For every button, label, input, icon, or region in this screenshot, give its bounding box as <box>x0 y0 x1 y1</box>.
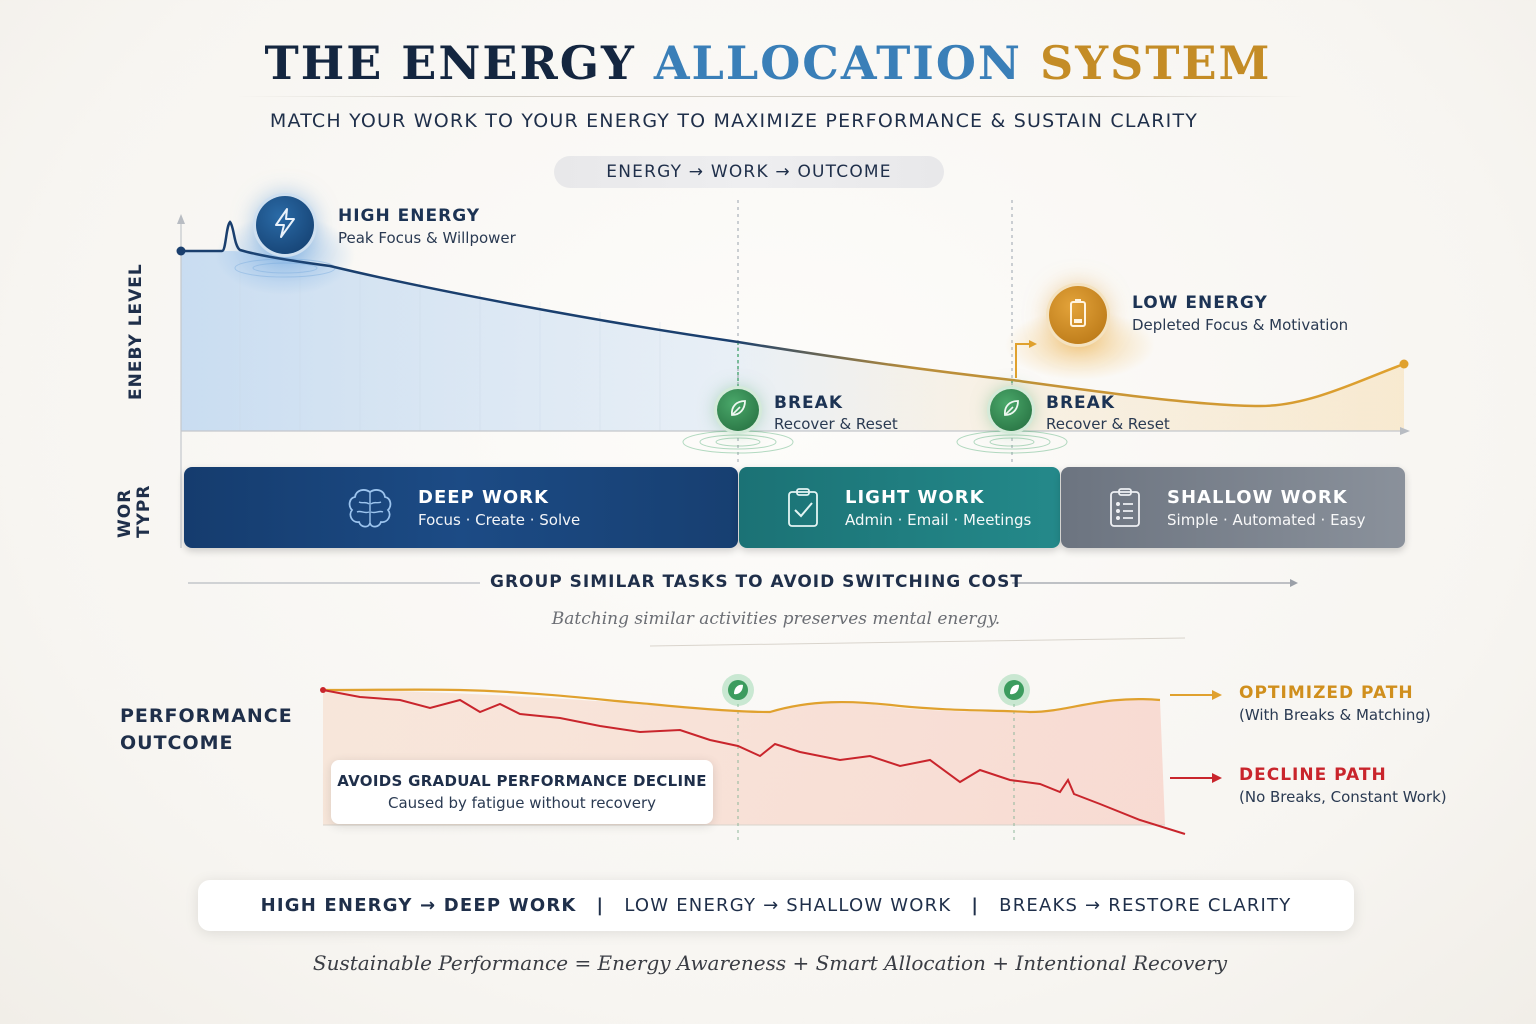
optimized-path-subtitle: (With Breaks & Matching) <box>1239 706 1431 724</box>
break-2-badge <box>990 389 1032 431</box>
title-part-3: SYSTEM <box>1039 36 1272 90</box>
y-axis-arrow <box>177 214 185 224</box>
callout-subtitle: Caused by fatigue without recovery <box>387 794 656 812</box>
low-energy-label: LOW ENERGY Depleted Focus & Motivation <box>1132 293 1348 334</box>
break-2-label: BREAK Recover & Reset <box>1046 393 1170 433</box>
summary-separator-2: | <box>971 895 980 916</box>
callout-title: AVOIDS GRADUAL PERFORMANCE DECLINE <box>337 772 707 790</box>
low-energy-title: LOW ENERGY <box>1132 293 1268 313</box>
work-type-axis-line-1: WOR <box>115 488 135 538</box>
shallow-work-text: SHALLOW WORK Simple · Automated · Easy <box>1167 487 1365 529</box>
break-1-label: BREAK Recover & Reset <box>774 393 898 433</box>
energy-end-point <box>1399 359 1409 369</box>
break-2-title: BREAK <box>1046 393 1115 413</box>
high-energy-badge <box>256 196 314 254</box>
summary-separator-1: | <box>596 895 605 916</box>
deep-work-subtitle: Focus · Create · Solve <box>418 510 581 529</box>
deep-work-bar: DEEP WORK Focus · Create · Solve <box>184 467 738 548</box>
low-energy-badge <box>1049 286 1107 344</box>
perf-top-rule <box>649 637 1186 647</box>
high-energy-title: HIGH ENERGY <box>338 206 481 226</box>
summary-item-low-energy: LOW ENERGY → SHALLOW WORK <box>624 895 952 916</box>
title-part-2: ALLOCATION <box>653 36 1022 90</box>
break-1-title: BREAK <box>774 393 843 413</box>
formula-footer: Sustainable Performance = Energy Awarene… <box>312 951 1228 975</box>
optimized-path-line <box>322 688 1161 714</box>
work-type-axis-line-2: TYPR <box>134 484 154 538</box>
work-type-axis-label: WOR TYPR <box>115 484 154 538</box>
title-part-1: THE ENERGY <box>264 36 636 90</box>
performance-outcome-label: PERFORMANCE OUTCOME <box>120 703 293 757</box>
light-work-bar: LIGHT WORK Admin · Email · Meetings <box>739 467 1060 548</box>
energy-level-axis-label: ENEBY LEVEL <box>126 263 146 400</box>
decline-callout: AVOIDS GRADUAL PERFORMANCE DECLINE Cause… <box>331 760 713 824</box>
x-axis-arrow <box>1400 427 1410 435</box>
light-work-text: LIGHT WORK Admin · Email · Meetings <box>845 487 1031 529</box>
summary-item-high-energy: HIGH ENERGY → DEEP WORK <box>260 895 577 916</box>
shallow-work-bar: SHALLOW WORK Simple · Automated · Easy <box>1061 467 1405 548</box>
page-title: THE ENERGY ALLOCATION SYSTEM <box>0 36 1536 90</box>
energy-curve <box>181 220 1405 408</box>
deep-work-title: DEEP WORK <box>418 486 549 508</box>
summary-item-breaks: BREAKS → RESTORE CLARITY <box>999 895 1292 916</box>
deep-work-text: DEEP WORK Focus · Create · Solve <box>418 487 580 529</box>
break-1-badge <box>717 389 759 431</box>
battery-low-icon <box>1066 297 1090 333</box>
energy-start-point <box>176 246 186 256</box>
leaf-icon <box>1000 397 1022 423</box>
break-1-subtitle: Recover & Reset <box>774 415 898 433</box>
low-energy-subtitle: Depleted Focus & Motivation <box>1132 316 1349 334</box>
performance-label-line-2: OUTCOME <box>120 732 234 754</box>
decline-path-title: DECLINE PATH <box>1239 765 1387 785</box>
chart-grid <box>239 260 661 431</box>
decline-path-subtitle: (No Breaks, Constant Work) <box>1239 788 1447 806</box>
brain-icon <box>340 486 400 530</box>
clipboard-check-icon <box>773 486 833 530</box>
leaf-icon <box>727 397 749 423</box>
summary-bar: HIGH ENERGY → DEEP WORK | LOW ENERGY → S… <box>198 880 1354 931</box>
shallow-work-subtitle: Simple · Automated · Easy <box>1167 510 1366 529</box>
group-similar-tasks-note: GROUP SIMILAR TASKS TO AVOID SWITCHING C… <box>490 572 1023 592</box>
optimized-path-legend: OPTIMIZED PATH (With Breaks & Matching) <box>1239 683 1431 724</box>
decline-path-line <box>322 689 1186 835</box>
batching-note: Batching similar activities preserves me… <box>551 609 1001 629</box>
high-energy-subtitle: Peak Focus & Willpower <box>338 229 516 247</box>
title-divider <box>236 96 1304 97</box>
decline-path-legend: DECLINE PATH (No Breaks, Constant Work) <box>1239 765 1447 806</box>
checklist-icon <box>1095 486 1155 530</box>
light-work-subtitle: Admin · Email · Meetings <box>845 510 1032 529</box>
high-energy-label: HIGH ENERGY Peak Focus & Willpower <box>338 206 516 247</box>
shallow-work-title: SHALLOW WORK <box>1167 486 1348 508</box>
light-work-title: LIGHT WORK <box>845 486 985 508</box>
page-subtitle: MATCH YOUR WORK TO YOUR ENERGY TO MAXIMI… <box>269 110 1199 132</box>
flow-pill: ENERGY → WORK → OUTCOME <box>554 156 944 188</box>
lightning-bolt-icon <box>271 207 299 243</box>
break-2-subtitle: Recover & Reset <box>1046 415 1170 433</box>
energy-area <box>181 251 1404 431</box>
performance-label-line-1: PERFORMANCE <box>120 705 293 727</box>
optimized-path-title: OPTIMIZED PATH <box>1239 683 1414 703</box>
